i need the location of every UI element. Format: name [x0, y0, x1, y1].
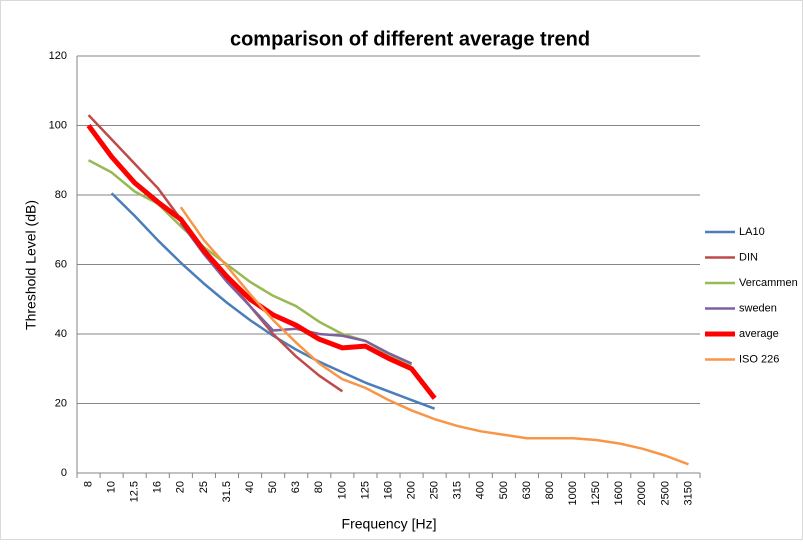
legend-label: Vercammen	[739, 277, 798, 289]
x-tick-label: 31.5	[221, 481, 233, 502]
x-tick-label: 1250	[590, 481, 602, 505]
x-tick-label: 500	[498, 481, 510, 499]
x-tick-label: 100	[336, 481, 348, 499]
x-tick-label: 2000	[636, 481, 648, 505]
x-tick-label: 8	[82, 481, 94, 487]
x-tick-label: 1000	[567, 481, 579, 505]
x-tick-label: 3150	[682, 481, 694, 505]
x-tick-label: 400	[475, 481, 487, 499]
y-axis-title: Threshold Level (dB)	[23, 200, 39, 330]
legend-label: average	[739, 328, 779, 340]
x-tick-label: 2500	[659, 481, 671, 505]
legend-label: LA10	[739, 226, 765, 238]
y-tick-label: 100	[49, 119, 67, 131]
legend-label: sweden	[739, 302, 777, 314]
x-tick-label: 50	[267, 481, 279, 493]
x-axis-title: Frequency [Hz]	[342, 516, 437, 532]
y-tick-label: 60	[55, 258, 67, 270]
x-tick-label: 1600	[613, 481, 625, 505]
x-tick-label: 80	[313, 481, 325, 493]
x-tick-label: 250	[429, 481, 441, 499]
x-tick-label: 630	[521, 481, 533, 499]
y-tick-label: 0	[61, 467, 67, 479]
x-tick-label: 12.5	[129, 481, 141, 502]
x-tick-label: 25	[198, 481, 210, 493]
line-series	[179, 222, 413, 365]
legend-label: ISO 226	[739, 353, 779, 365]
y-tick-label: 20	[55, 397, 67, 409]
x-tick-label: 160	[382, 481, 394, 499]
x-tick-label: 63	[290, 481, 302, 493]
chart-title: comparison of different average trend	[230, 28, 590, 50]
x-tick-label: 20	[175, 481, 187, 493]
line-series	[179, 206, 689, 466]
y-tick-label: 40	[55, 328, 67, 340]
x-tick-label: 16	[152, 481, 164, 493]
y-tick-label: 120	[49, 50, 67, 62]
x-tick-label: 10	[106, 481, 118, 493]
x-tick-label: 200	[405, 481, 417, 499]
y-tick-label: 80	[55, 189, 67, 201]
legend-label: DIN	[739, 251, 758, 263]
x-tick-label: 125	[359, 481, 371, 499]
x-tick-label: 315	[452, 481, 464, 499]
x-tick-label: 40	[244, 481, 256, 493]
x-tick-label: 800	[544, 481, 556, 499]
